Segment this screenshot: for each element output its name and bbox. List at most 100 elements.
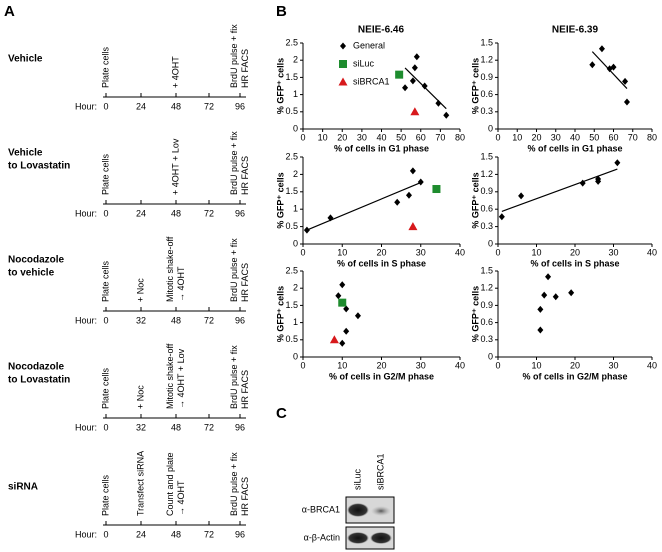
legend-label: siLuc (353, 58, 375, 68)
x-axis-label: % of cells in S phase (530, 258, 619, 268)
x-tick-label: 40 (570, 132, 580, 142)
event-label: HR FACS (240, 477, 250, 516)
y-tick-label: 1.5 (480, 37, 493, 47)
hour-label: 0 (103, 101, 108, 111)
axis-label: Hour: (75, 101, 97, 111)
axis-label: Hour: (75, 208, 97, 218)
event-label: BrdU pulse + fix (229, 238, 239, 302)
column-title: NEIE-6.39 (552, 25, 599, 36)
x-tick-label: 30 (551, 132, 561, 142)
point (354, 312, 361, 320)
x-tick-label: 0 (300, 360, 305, 370)
event-label: HR FACS (240, 156, 250, 195)
y-tick-label: 0 (488, 351, 493, 361)
panel-label: A (4, 3, 15, 20)
x-tick-label: 20 (376, 247, 386, 257)
event-label: + 4OHT (170, 56, 180, 88)
timeline-title: Vehicle (8, 148, 43, 159)
x-tick-label: 20 (570, 360, 580, 370)
point (343, 327, 350, 335)
blot-row-label: α-β-Actin (304, 532, 340, 542)
event-label: Transfect siRNA (135, 451, 145, 516)
x-tick-label: 0 (495, 360, 500, 370)
event-label: Plate cells (100, 367, 110, 409)
y-tick-label: 0.9 (480, 72, 493, 82)
hour-label: 32 (136, 315, 146, 325)
y-tick-label: 0 (293, 351, 298, 361)
western-blot (345, 496, 395, 550)
y-tick-label: 0.9 (480, 300, 493, 310)
x-tick-label: 70 (435, 132, 445, 142)
lane-label: siLuc (352, 468, 362, 490)
x-tick-label: 30 (357, 132, 367, 142)
hour-label: 24 (136, 101, 146, 111)
blot-band (370, 532, 392, 544)
event-label: + 4OHT + Lov (170, 138, 180, 195)
event-label: Mitotic shake-off (165, 343, 175, 409)
point (339, 281, 346, 289)
legend-label: siBRCA1 (353, 76, 390, 86)
y-axis-label: % GFP⁺ cells (275, 286, 285, 342)
x-tick-label: 80 (647, 132, 657, 142)
y-tick-label: 0.9 (480, 186, 493, 196)
point (545, 273, 552, 281)
y-tick-label: 0 (488, 238, 493, 248)
x-tick-label: 70 (628, 132, 638, 142)
y-tick-label: 0.6 (480, 204, 493, 214)
point (432, 185, 441, 194)
point (443, 111, 450, 119)
hour-label: 24 (136, 208, 146, 218)
point (409, 77, 416, 85)
point (579, 179, 586, 187)
y-tick-label: 1.5 (480, 265, 493, 275)
y-tick-label: 0.5 (285, 106, 298, 116)
y-tick-label: 1.2 (480, 169, 493, 179)
legend-marker (338, 77, 348, 86)
x-tick-label: 50 (589, 132, 599, 142)
x-tick-label: 10 (337, 360, 347, 370)
event-label: Mitotic shake-off (165, 236, 175, 302)
axis-label: Hour: (75, 422, 97, 432)
x-tick-label: 10 (531, 360, 541, 370)
y-tick-label: 0.3 (480, 106, 493, 116)
event-label: Plate cells (100, 153, 110, 195)
y-axis-label: % GFP⁺ cells (470, 286, 480, 342)
y-tick-label: 2 (293, 55, 298, 65)
point (518, 192, 525, 200)
event-label: HR FACS (240, 49, 250, 88)
point (498, 213, 505, 221)
y-tick-label: 1 (293, 317, 298, 327)
panel-label: B (276, 3, 287, 20)
y-axis-label: % GFP⁺ cells (470, 172, 480, 228)
hour-label: 96 (235, 208, 245, 218)
y-tick-label: 1.2 (480, 283, 493, 293)
point (413, 53, 420, 61)
point (623, 98, 630, 106)
y-tick-label: 0 (488, 123, 493, 133)
hour-label: 72 (204, 315, 214, 325)
lane-label: siBRCA1 (375, 453, 385, 490)
hour-label: 96 (235, 101, 245, 111)
legend-marker (340, 42, 346, 50)
y-tick-label: 0 (293, 123, 298, 133)
event-label: BrdU pulse + fix (229, 24, 239, 88)
hour-label: 48 (171, 208, 181, 218)
legend-marker (339, 60, 347, 68)
hour-label: 48 (171, 315, 181, 325)
y-tick-label: 0.3 (480, 221, 493, 231)
event-label: BrdU pulse + fix (229, 345, 239, 409)
event-label: BrdU pulse + fix (229, 452, 239, 516)
hour-label: 72 (204, 101, 214, 111)
hour-label: 32 (136, 422, 146, 432)
point (303, 226, 310, 234)
event-label: Plate cells (100, 474, 110, 516)
point (598, 45, 605, 53)
y-tick-label: 2.5 (285, 151, 298, 161)
y-tick-label: 1 (293, 89, 298, 99)
hour-label: 96 (235, 529, 245, 539)
point (405, 191, 412, 199)
x-tick-label: 50 (396, 132, 406, 142)
point (343, 305, 350, 313)
hour-label: 0 (103, 208, 108, 218)
